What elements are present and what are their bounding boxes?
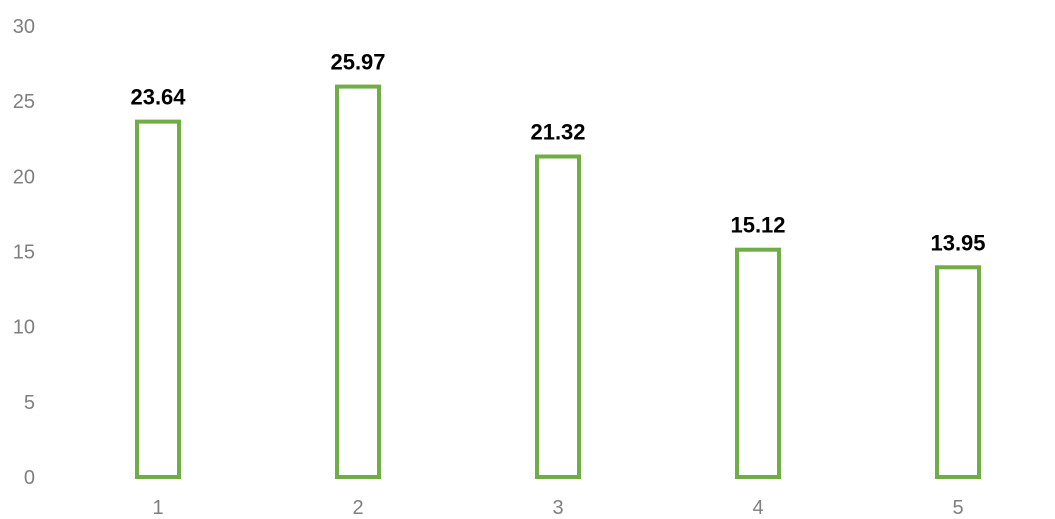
bars-group [135,84,981,480]
x-axis-ticks: 1 2 3 4 5 [152,497,963,519]
y-tick-label: 25 [13,91,35,113]
y-tick-label: 0 [24,467,35,489]
bar [135,119,181,479]
data-label: 23.64 [130,85,186,110]
data-label: 15.12 [730,213,785,238]
bar [935,265,981,479]
x-tick-label: 5 [952,497,963,519]
bar [335,84,381,480]
y-tick-label: 10 [13,317,35,339]
y-tick-label: 5 [24,392,35,414]
x-tick-label: 4 [752,497,763,519]
data-label: 13.95 [930,230,985,255]
y-axis-ticks: 0 5 10 15 20 25 30 [13,16,35,489]
data-label: 21.32 [530,119,585,144]
x-tick-label: 2 [352,497,363,519]
x-tick-label: 3 [552,497,563,519]
x-tick-label: 1 [152,497,163,519]
bar [535,154,581,480]
y-tick-label: 15 [13,242,35,264]
bar [735,247,781,479]
y-tick-label: 20 [13,166,35,188]
data-label: 25.97 [330,50,385,75]
y-tick-label: 30 [13,16,35,38]
data-labels-group: 23.64 25.97 21.32 15.12 13.95 [130,50,985,256]
